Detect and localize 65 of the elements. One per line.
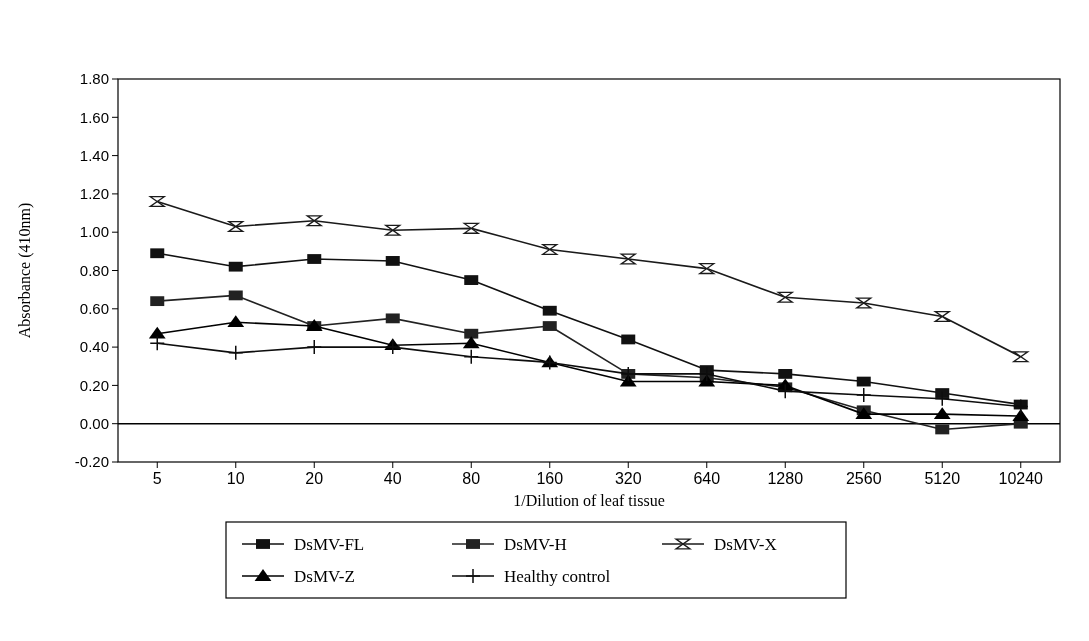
point	[542, 305, 557, 316]
point	[935, 424, 950, 435]
point	[934, 310, 950, 323]
x-tick-label: 640	[693, 470, 721, 487]
point	[621, 334, 636, 345]
point	[1013, 351, 1029, 363]
x-tick-label: 2560	[845, 470, 882, 487]
point	[385, 224, 401, 236]
point	[228, 220, 244, 233]
point	[228, 345, 244, 361]
x-tick-label: 1280	[767, 470, 804, 487]
x-tick-label: 160	[536, 470, 564, 487]
point	[542, 243, 558, 255]
legend-label: DsMV-H	[504, 534, 567, 554]
point	[227, 315, 245, 328]
x-tick-label: 40	[383, 470, 402, 487]
y-tick-label: 1.60	[79, 108, 109, 126]
x-tick-label: 10	[226, 470, 245, 487]
x-tick-label: 5	[152, 470, 162, 487]
point	[856, 376, 871, 387]
point	[933, 407, 951, 420]
point	[149, 196, 165, 208]
point	[385, 313, 400, 324]
y-axis-title: Absorbance (410nm)	[16, 202, 34, 339]
point	[464, 328, 479, 339]
y-tick-label: 1.00	[79, 223, 109, 241]
point	[149, 335, 165, 352]
legend-label: DsMV-FL	[294, 534, 365, 554]
point	[777, 383, 793, 399]
x-axis-title: 1/Dilution of leaf tissue	[513, 492, 665, 509]
legend-label: DsMV-X	[714, 534, 777, 554]
y-tick-label: 1.80	[79, 70, 109, 88]
point	[385, 339, 401, 355]
x-tick-label: 20	[305, 470, 324, 487]
y-tick-label: -0.20	[74, 453, 109, 471]
point	[855, 407, 873, 420]
y-tick-label: 1.20	[79, 185, 109, 203]
point	[228, 261, 243, 272]
point	[463, 222, 479, 234]
y-tick-label: 0.80	[79, 261, 109, 279]
point	[463, 348, 479, 365]
x-tick-label: 5120	[924, 470, 961, 487]
point	[462, 336, 480, 349]
point	[148, 326, 166, 339]
point	[306, 339, 322, 355]
x-tick-label: 10240	[998, 470, 1044, 487]
point	[856, 387, 872, 403]
point	[620, 253, 636, 265]
y-tick-label: 0.40	[79, 338, 109, 356]
y-tick-label: 0.60	[79, 300, 109, 318]
point	[150, 296, 165, 307]
x-tick-label: 80	[462, 470, 481, 487]
point	[777, 291, 793, 303]
point	[150, 248, 165, 259]
point	[699, 263, 715, 275]
y-tick-label: 0.00	[79, 414, 109, 432]
point	[228, 290, 243, 301]
x-tick-label: 320	[614, 470, 642, 487]
point	[306, 215, 322, 227]
legend-label: DsMV-Z	[294, 566, 355, 586]
legend-label: Healthy control	[504, 566, 611, 586]
point	[856, 297, 872, 309]
point	[1013, 398, 1029, 415]
y-tick-label: 0.20	[79, 376, 109, 394]
y-tick-label: 1.40	[79, 146, 109, 164]
